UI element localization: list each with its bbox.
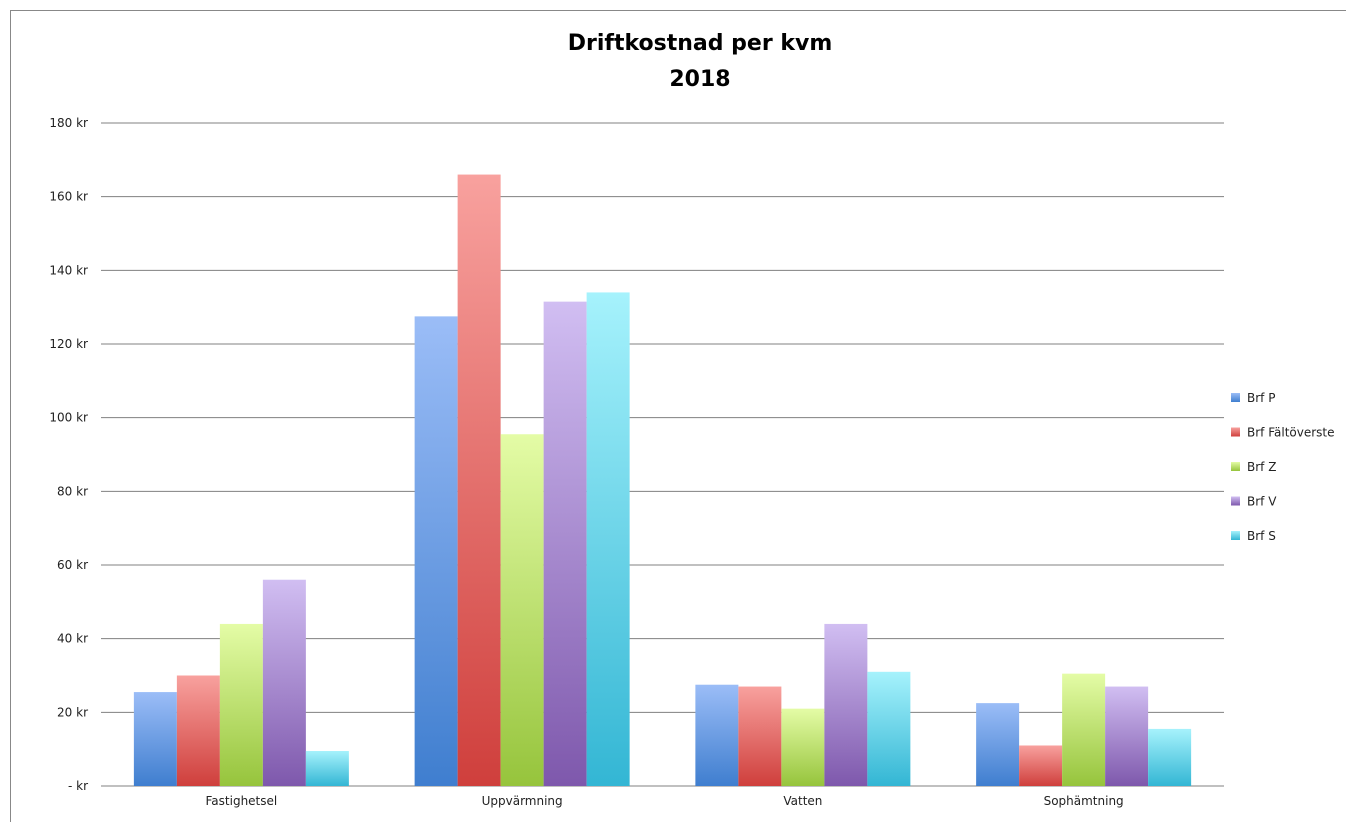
bar	[262, 579, 306, 786]
y-tick-label: 40 kr	[57, 632, 88, 646]
y-tick-label: 20 kr	[57, 705, 88, 719]
bar	[1148, 728, 1192, 786]
legend-swatch	[1231, 462, 1240, 471]
legend-label: Brf Z	[1247, 460, 1276, 474]
legend-label: Brf S	[1247, 529, 1276, 543]
x-category-label: Sophämtning	[1044, 794, 1124, 808]
legend-label: Brf P	[1247, 391, 1275, 405]
bar	[1019, 745, 1063, 786]
legend-swatch	[1231, 496, 1240, 506]
x-axis-category-labels: Fastighetsel Uppvärmning Vatten Sophämtning	[206, 794, 1124, 808]
bar	[543, 301, 587, 786]
y-tick-label: 160 kr	[49, 190, 88, 204]
y-axis-tick-labels: - kr 20 kr 40 kr 60 kr 80 kr 100 kr 120 kr 140 …	[49, 116, 88, 793]
y-tick-label: 120 kr	[49, 337, 88, 351]
legend-swatch	[1231, 531, 1240, 540]
y-tick-label: 180 kr	[49, 116, 88, 130]
y-tick-label: 80 kr	[57, 484, 88, 498]
bar	[305, 751, 349, 786]
bar	[414, 316, 458, 786]
x-category-label: Uppvärmning	[482, 794, 563, 808]
y-tick-label: - kr	[68, 779, 88, 793]
bar	[738, 686, 782, 786]
bar	[1062, 673, 1106, 786]
bar	[824, 623, 868, 786]
legend: Brf P Brf Fältöverste Brf Z Brf V Brf S	[1231, 391, 1335, 543]
bar	[133, 692, 177, 786]
chart-title: Driftkostnad per kvm	[568, 31, 833, 56]
bar	[867, 671, 911, 786]
chart-subtitle: 2018	[669, 67, 730, 92]
bar	[1105, 686, 1149, 786]
gridlines	[101, 122, 1224, 787]
legend-swatch	[1231, 427, 1240, 437]
bar	[219, 623, 263, 786]
bar	[781, 708, 825, 786]
bar	[976, 703, 1020, 786]
legend-label: Brf Fältöverste	[1247, 426, 1335, 440]
y-tick-label: 140 kr	[49, 263, 88, 277]
legend-swatch	[1231, 393, 1240, 402]
legend-label: Brf V	[1247, 495, 1277, 509]
bar	[586, 292, 630, 786]
bar	[457, 174, 501, 787]
bar	[500, 434, 544, 786]
y-tick-label: 100 kr	[49, 411, 88, 425]
bar	[176, 675, 220, 786]
bar	[695, 684, 739, 786]
x-category-label: Fastighetsel	[206, 794, 278, 808]
x-category-label: Vatten	[783, 794, 822, 808]
y-tick-label: 60 kr	[57, 558, 88, 572]
chart-frame	[10, 10, 1346, 822]
bars	[133, 174, 1192, 787]
